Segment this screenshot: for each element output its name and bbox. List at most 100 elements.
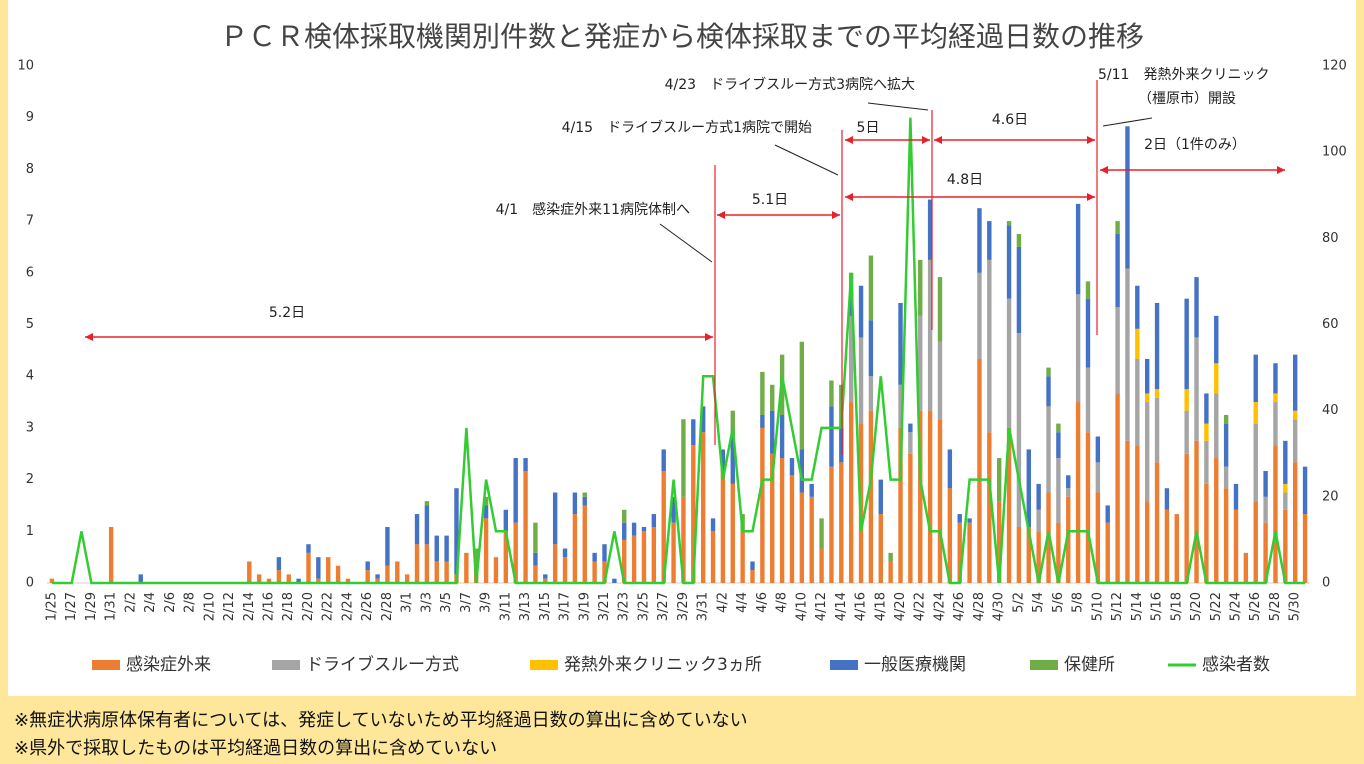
bar bbox=[908, 432, 913, 454]
bar bbox=[809, 483, 814, 497]
legend-swatch bbox=[530, 660, 558, 670]
bar bbox=[1253, 402, 1258, 424]
bar bbox=[1095, 462, 1101, 493]
bar bbox=[266, 578, 272, 583]
bar bbox=[898, 302, 903, 385]
legend-label: 発熱外来クリニック3ヵ所 bbox=[564, 655, 762, 675]
bar bbox=[108, 526, 114, 583]
bar bbox=[1144, 501, 1150, 583]
bar bbox=[444, 561, 449, 583]
event-label: （橿原市）開設 bbox=[1138, 90, 1236, 107]
bar bbox=[1105, 522, 1110, 583]
bar bbox=[927, 259, 933, 411]
bar bbox=[1164, 509, 1170, 583]
bar bbox=[1204, 440, 1209, 484]
x-tick-label: 1/31 bbox=[104, 592, 119, 621]
bar bbox=[424, 544, 430, 583]
y-tick-label: 7 bbox=[26, 214, 34, 229]
y-tick-label: 5 bbox=[26, 317, 34, 332]
bar bbox=[335, 565, 341, 583]
y-tick-label: 2 bbox=[26, 472, 34, 487]
bar bbox=[987, 432, 992, 583]
bar bbox=[898, 427, 903, 583]
bar bbox=[533, 552, 538, 566]
bar bbox=[799, 449, 805, 493]
x-tick-label: 3/25 bbox=[636, 592, 651, 621]
bar bbox=[1204, 393, 1209, 424]
bar bbox=[434, 561, 439, 583]
bar bbox=[967, 518, 972, 523]
bar bbox=[523, 458, 528, 471]
bar bbox=[404, 574, 410, 583]
legend-label: 感染症外来 bbox=[126, 655, 211, 675]
bar bbox=[503, 509, 509, 532]
bar bbox=[1253, 501, 1258, 583]
bar bbox=[1302, 466, 1308, 515]
x-tick-label: 1/27 bbox=[64, 592, 79, 621]
leader-line bbox=[1102, 117, 1153, 127]
bar bbox=[1263, 522, 1268, 583]
bar bbox=[760, 427, 765, 583]
bar bbox=[306, 552, 311, 583]
y2-tick-label: 120 bbox=[1322, 59, 1347, 74]
bar bbox=[868, 410, 874, 583]
x-tick-label: 5/30 bbox=[1288, 592, 1303, 621]
arrow-head bbox=[705, 333, 713, 341]
bar bbox=[898, 384, 903, 428]
bar bbox=[1233, 483, 1239, 510]
x-tick-label: 2/12 bbox=[222, 592, 237, 621]
bar bbox=[918, 315, 923, 411]
y-tick-label: 10 bbox=[17, 59, 34, 74]
bar bbox=[868, 320, 874, 377]
x-tick-label: 4/28 bbox=[972, 592, 987, 621]
bar bbox=[691, 445, 696, 583]
bar bbox=[1125, 440, 1130, 583]
x-tick-label: 3/13 bbox=[518, 592, 533, 621]
bar bbox=[345, 578, 351, 583]
bar bbox=[1105, 505, 1110, 523]
bar bbox=[1144, 402, 1150, 502]
x-tick-label: 4/20 bbox=[893, 592, 908, 621]
x-tick-label: 3/27 bbox=[656, 592, 671, 621]
y-tick-label: 0 bbox=[26, 576, 34, 591]
bar bbox=[1085, 298, 1091, 368]
legend-label: ドライブスルー方式 bbox=[306, 654, 459, 675]
bar bbox=[1273, 393, 1278, 403]
x-tick-label: 4/2 bbox=[715, 592, 730, 613]
bar bbox=[1223, 466, 1229, 489]
bar bbox=[947, 449, 953, 489]
bar bbox=[770, 384, 775, 411]
bar bbox=[1283, 509, 1288, 583]
bar bbox=[927, 410, 933, 583]
bar bbox=[868, 376, 874, 411]
bar bbox=[1036, 509, 1041, 532]
bar bbox=[1066, 496, 1071, 583]
x-tick-label: 3/17 bbox=[558, 592, 573, 621]
bar bbox=[1214, 458, 1219, 583]
bar bbox=[602, 544, 607, 562]
bar bbox=[1026, 449, 1031, 527]
bar bbox=[760, 371, 765, 415]
interval-label: 4.8日 bbox=[947, 172, 983, 188]
bar bbox=[671, 522, 676, 583]
x-tick-label: 4/30 bbox=[992, 592, 1007, 621]
bar bbox=[839, 427, 844, 463]
bar bbox=[543, 578, 548, 583]
bar bbox=[1174, 514, 1179, 583]
x-tick-label: 4/24 bbox=[932, 592, 947, 621]
bar bbox=[1273, 402, 1278, 446]
bar bbox=[1292, 419, 1298, 463]
bar bbox=[1075, 203, 1081, 295]
bar bbox=[681, 496, 686, 583]
y2-tick-label: 100 bbox=[1322, 145, 1347, 160]
bar bbox=[641, 531, 647, 583]
event-label: 4/23 ドライブスルー方式3病院へ拡大 bbox=[665, 76, 915, 93]
bar bbox=[562, 557, 568, 583]
legend-label: 保健所 bbox=[1064, 655, 1115, 675]
arrow-head bbox=[1277, 166, 1285, 174]
legend-swatch bbox=[1030, 660, 1058, 670]
bar bbox=[592, 561, 597, 583]
bar bbox=[1214, 363, 1219, 394]
bar bbox=[1135, 328, 1140, 359]
x-tick-label: 2/20 bbox=[301, 592, 316, 621]
